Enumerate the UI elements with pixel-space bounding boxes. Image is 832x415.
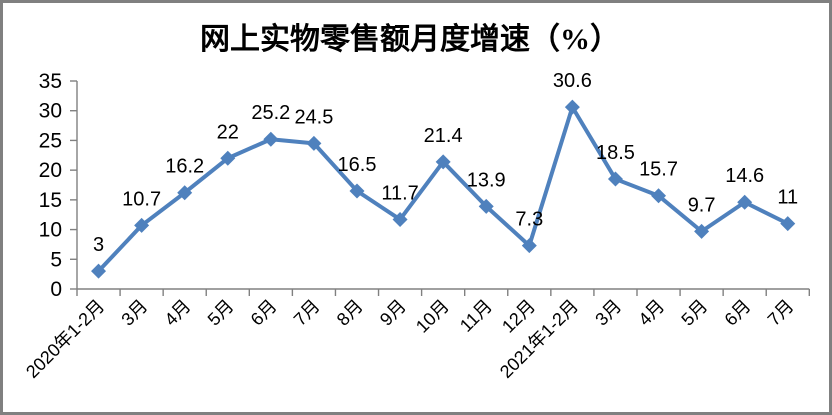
data-point-marker bbox=[564, 99, 580, 115]
y-tick-label: 0 bbox=[50, 278, 62, 301]
x-tick-label: 5月 bbox=[204, 296, 238, 330]
data-point-label: 3 bbox=[93, 234, 104, 256]
y-tick-label: 15 bbox=[39, 189, 62, 212]
x-tick-label: 2021年1-2月 bbox=[496, 296, 582, 382]
y-tick-label: 5 bbox=[50, 248, 62, 271]
data-point-label: 15.7 bbox=[639, 159, 678, 181]
x-tick-label: 6月 bbox=[721, 296, 755, 330]
data-point-marker bbox=[349, 183, 365, 199]
data-point-marker bbox=[694, 223, 710, 239]
y-tick-label: 20 bbox=[39, 159, 62, 182]
data-point-marker bbox=[780, 216, 796, 232]
chart-title: 网上实物零售额月度增速（%） bbox=[200, 22, 620, 56]
x-tick-label: 9月 bbox=[376, 296, 410, 330]
data-point-label: 9.7 bbox=[688, 194, 716, 216]
data-point-marker bbox=[435, 154, 451, 170]
x-tick-label: 11月 bbox=[456, 296, 496, 336]
x-tick-label: 7月 bbox=[764, 296, 798, 330]
data-point-label: 7.3 bbox=[515, 209, 543, 231]
data-point-label: 11.7 bbox=[381, 182, 418, 204]
data-point-label: 24.5 bbox=[294, 106, 333, 128]
x-tick-label: 4月 bbox=[634, 296, 668, 330]
data-point-marker bbox=[134, 217, 150, 233]
data-point-marker bbox=[478, 198, 494, 214]
x-tick-label: 8月 bbox=[333, 296, 367, 330]
data-point-marker bbox=[392, 211, 408, 227]
line-chart: 网上实物零售额月度增速（%） 0 5 10 15 20 25 30 35 2020年1-2月 3月… bbox=[22, 22, 810, 382]
y-tick-label: 35 bbox=[39, 70, 62, 93]
data-point-label: 22 bbox=[217, 121, 239, 143]
y-tick-label: 25 bbox=[39, 129, 62, 152]
data-point-label: 13.9 bbox=[467, 169, 506, 191]
data-point-marker bbox=[91, 263, 107, 279]
y-tick-label: 10 bbox=[39, 219, 62, 242]
x-tick-label: 5月 bbox=[677, 296, 711, 330]
data-point-marker bbox=[521, 238, 537, 254]
data-point-marker bbox=[651, 188, 667, 204]
data-point-label: 21.4 bbox=[424, 125, 463, 147]
plot-area: 0 5 10 15 20 25 30 35 2020年1-2月 3月 4月 5月 6月 7月 8月 9月 10月… bbox=[22, 70, 810, 382]
data-point-label: 25.2 bbox=[251, 102, 290, 124]
data-point-label: 30.6 bbox=[553, 70, 592, 92]
data-point-marker bbox=[306, 135, 322, 151]
x-tick-label: 3月 bbox=[117, 296, 151, 330]
data-point-label: 16.5 bbox=[338, 154, 377, 176]
data-point-label: 14.6 bbox=[725, 165, 764, 187]
x-tick-label: 2020年1-2月 bbox=[22, 296, 108, 382]
data-point-marker bbox=[220, 150, 236, 166]
data-point-marker bbox=[737, 194, 753, 210]
data-point-label: 10.7 bbox=[122, 188, 161, 210]
data-point-label: 11 bbox=[777, 187, 798, 209]
data-point-label: 18.5 bbox=[596, 142, 635, 164]
x-tick-label: 3月 bbox=[591, 296, 625, 330]
data-point-label: 16.2 bbox=[165, 156, 204, 178]
x-tick-label: 4月 bbox=[161, 296, 195, 330]
x-tick-label: 7月 bbox=[290, 296, 324, 330]
x-tick-label: 6月 bbox=[247, 296, 281, 330]
x-tick-label: 10月 bbox=[412, 296, 453, 337]
data-point-marker bbox=[263, 131, 279, 147]
data-point-marker bbox=[607, 171, 623, 187]
data-point-marker bbox=[177, 185, 193, 201]
y-tick-label: 30 bbox=[39, 100, 62, 123]
